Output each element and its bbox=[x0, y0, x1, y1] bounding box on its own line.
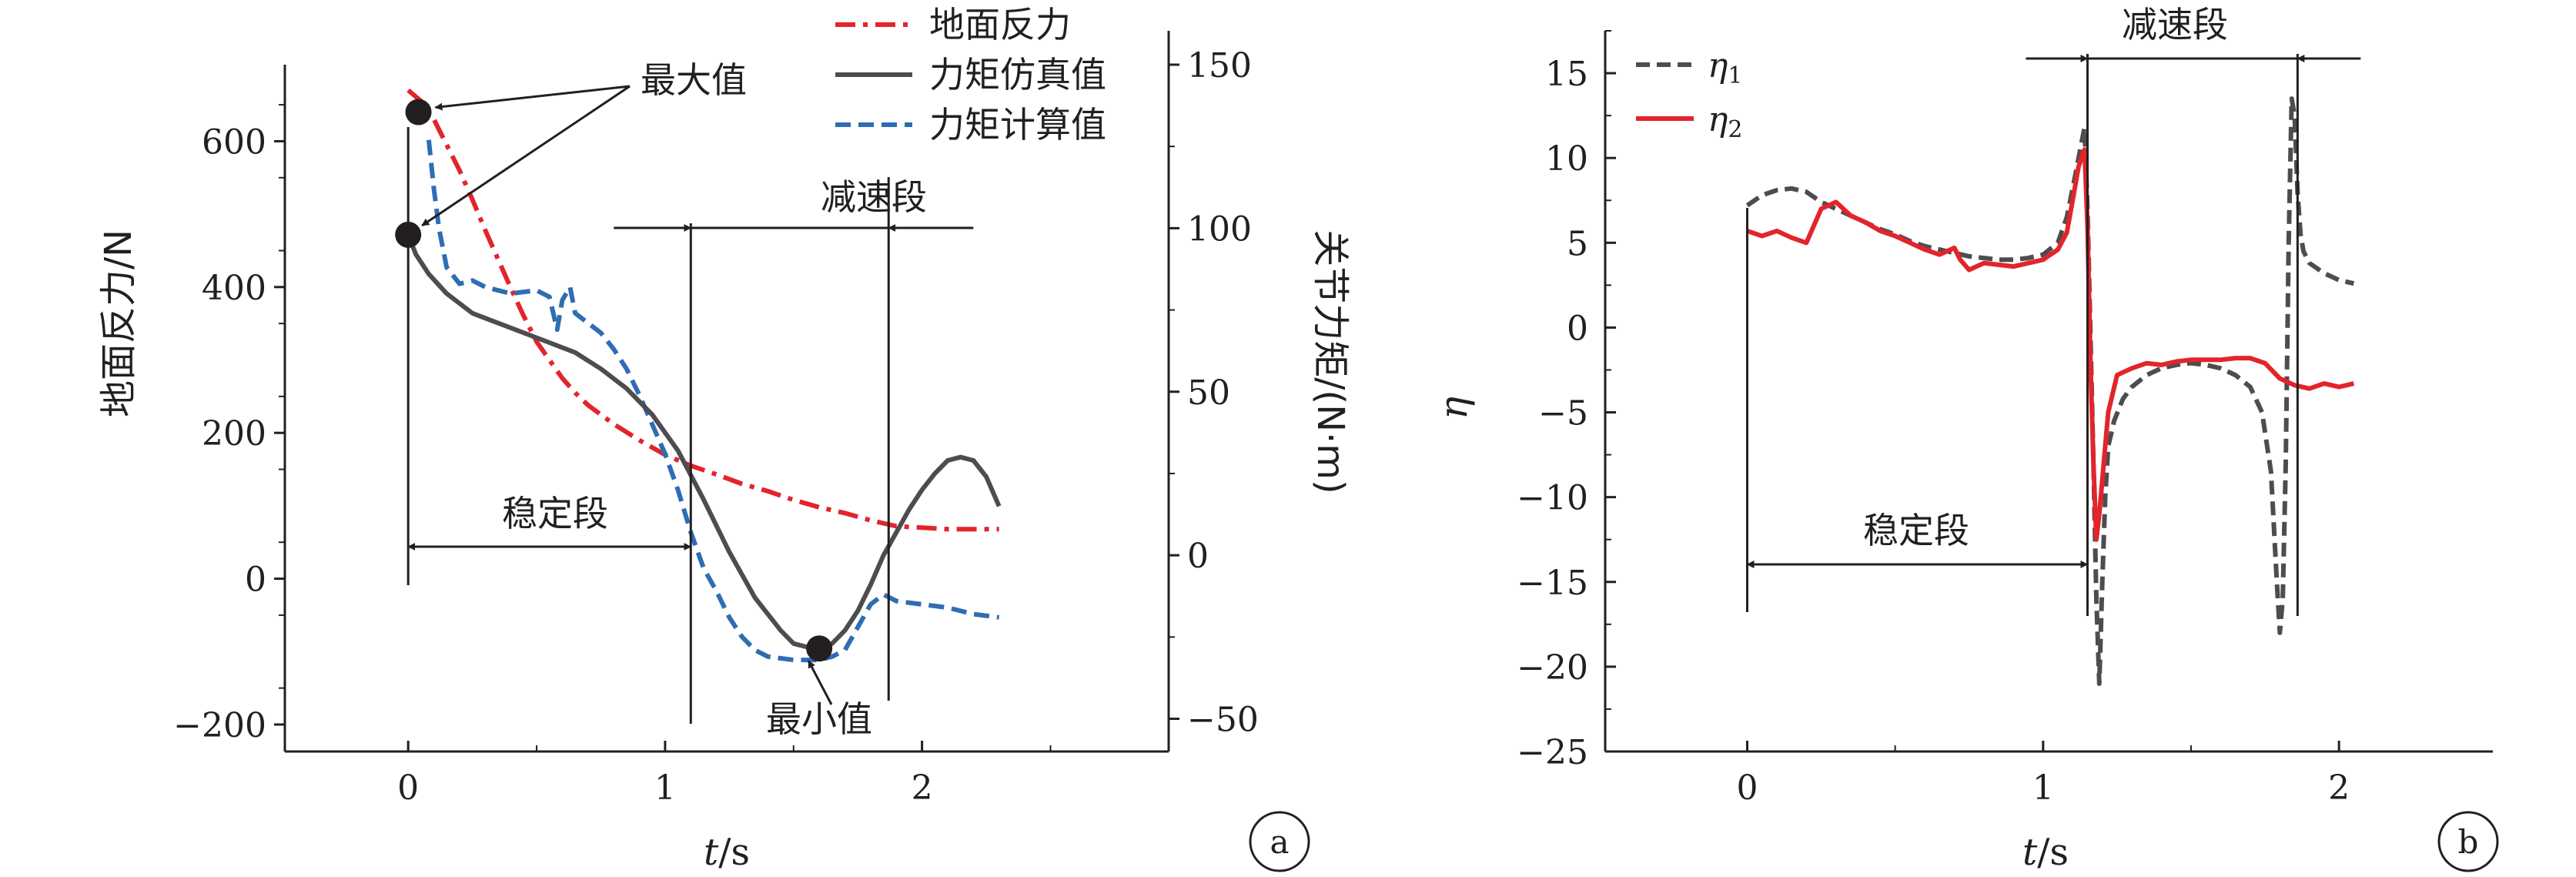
panel-a-left-tick-label: 400 bbox=[202, 269, 266, 308]
panel-b-x-tick-label: 0 bbox=[1736, 768, 1758, 808]
panel-b-y-tick-label: 10 bbox=[1545, 139, 1588, 179]
panel-a-stable-label: 稳定段 bbox=[502, 493, 608, 534]
min-point-torque bbox=[806, 635, 833, 662]
panel-a-right-axis-title: 关节力矩/(N·m) bbox=[1309, 229, 1352, 494]
legend-eta1-subscript: 1 bbox=[1728, 62, 1742, 89]
panel-a-x-axis-unit: /s bbox=[718, 831, 750, 874]
panel-b-x-axis-title: t/s bbox=[2022, 831, 2069, 874]
panel-a-badge bbox=[1249, 811, 1310, 872]
panel-b-x-axis-unit: /s bbox=[2037, 831, 2069, 874]
panel-a-left-tick-label: −200 bbox=[173, 706, 266, 745]
panel-b-y-tick-label: −5 bbox=[1538, 394, 1588, 433]
panel-b-badge-label: b bbox=[2458, 823, 2479, 861]
legend-label-eta2: η2 bbox=[1708, 100, 1742, 143]
max-value-label: 最大值 bbox=[641, 59, 747, 101]
panel-a-x-tick-label: 2 bbox=[912, 768, 933, 808]
legend-eta2-subscript: 2 bbox=[1728, 116, 1742, 143]
panel-b-x-tick-label: 2 bbox=[2328, 768, 2350, 808]
panel-b-y-tick-label: 5 bbox=[1567, 224, 1588, 263]
series-eta1 bbox=[1745, 96, 2355, 686]
legend-label-torque-sim: 力矩仿真值 bbox=[929, 54, 1106, 95]
max-point-torque bbox=[395, 221, 422, 248]
panel-a-left-tick-label: 200 bbox=[202, 414, 266, 454]
max-arrow-1 bbox=[434, 85, 631, 111]
panel-a-right-tick-label: −50 bbox=[1187, 701, 1259, 740]
panel-a-x-tick-label: 0 bbox=[397, 768, 419, 808]
panel-a-ticks: −200 0 200 400 600 −50 0 50 100 150 0 1 2 bbox=[173, 46, 1259, 808]
panel-b-badge bbox=[2437, 811, 2499, 872]
panel-a-right-tick-label: 0 bbox=[1187, 537, 1209, 576]
panel-a-right-tick-label: 50 bbox=[1187, 373, 1230, 413]
panel-a-right-tick-label: 100 bbox=[1187, 209, 1252, 249]
panel-b-y-tick-label: −25 bbox=[1517, 733, 1588, 772]
panel-b-decel-label: 减速段 bbox=[2122, 4, 2228, 45]
panel-b-axes bbox=[1604, 31, 2493, 753]
panel-a-series bbox=[406, 88, 1002, 663]
panel-b-y-tick-label: 0 bbox=[1567, 309, 1588, 348]
panel-b-x-axis-var: t bbox=[2022, 831, 2038, 874]
panel-a-annotations bbox=[395, 85, 974, 724]
series-torque-calc bbox=[426, 139, 1000, 663]
panel-b-stable-label: 稳定段 bbox=[1863, 510, 1969, 551]
legend-label-torque-calc: 力矩计算值 bbox=[929, 104, 1106, 146]
legend-eta1-symbol: η bbox=[1708, 46, 1728, 85]
panel-b-y-tick-label: −15 bbox=[1517, 564, 1588, 603]
panel-a: −200 0 200 400 600 −50 0 50 100 150 0 1 2 地面反力/N 关节力… bbox=[97, 4, 1352, 874]
min-arrow bbox=[807, 660, 833, 705]
panel-a-left-tick-label: 0 bbox=[245, 561, 266, 600]
panel-b-y-tick-label: 15 bbox=[1545, 55, 1588, 94]
series-eta2 bbox=[1746, 147, 2355, 542]
legend-eta2-symbol: η bbox=[1708, 100, 1728, 139]
panel-a-decel-label: 减速段 bbox=[821, 176, 927, 218]
panel-a-badge-label: a bbox=[1270, 823, 1289, 861]
panel-b-y-tick-label: −10 bbox=[1517, 479, 1588, 518]
panel-a-left-axis-title: 地面反力/N bbox=[97, 229, 140, 417]
panel-a-x-axis-var: t bbox=[704, 831, 719, 874]
panel-b-y-axis-title: η bbox=[1431, 397, 1476, 420]
panel-b-y-tick-label: −20 bbox=[1517, 648, 1588, 688]
series-ground-reaction bbox=[406, 88, 999, 532]
panel-a-x-axis-title: t/s bbox=[704, 831, 750, 874]
panel-b-ticks: −25 −20 −15 −10 −5 0 5 10 15 0 1 2 bbox=[1517, 30, 2350, 808]
panel-a-right-tick-label: 150 bbox=[1187, 46, 1252, 85]
panel-a-left-tick-label: 600 bbox=[202, 122, 266, 162]
max-point-ground-reaction bbox=[405, 99, 432, 126]
panel-a-x-tick-label: 1 bbox=[654, 768, 676, 808]
panel-b-annotations bbox=[1745, 54, 2361, 616]
min-value-label: 最小值 bbox=[766, 698, 872, 740]
legend-label-eta1: η1 bbox=[1708, 46, 1742, 89]
legend-label-ground-reaction: 地面反力 bbox=[929, 4, 1071, 45]
panel-b-series bbox=[1745, 96, 2355, 686]
panel-b-x-tick-label: 1 bbox=[2032, 768, 2054, 808]
max-arrow-2 bbox=[421, 85, 631, 227]
panel-a-legend: 地面反力 力矩仿真值 力矩计算值 bbox=[835, 4, 1106, 146]
panel-b-legend: η1 η2 bbox=[1636, 46, 1742, 143]
series-torque-sim bbox=[406, 233, 1002, 651]
